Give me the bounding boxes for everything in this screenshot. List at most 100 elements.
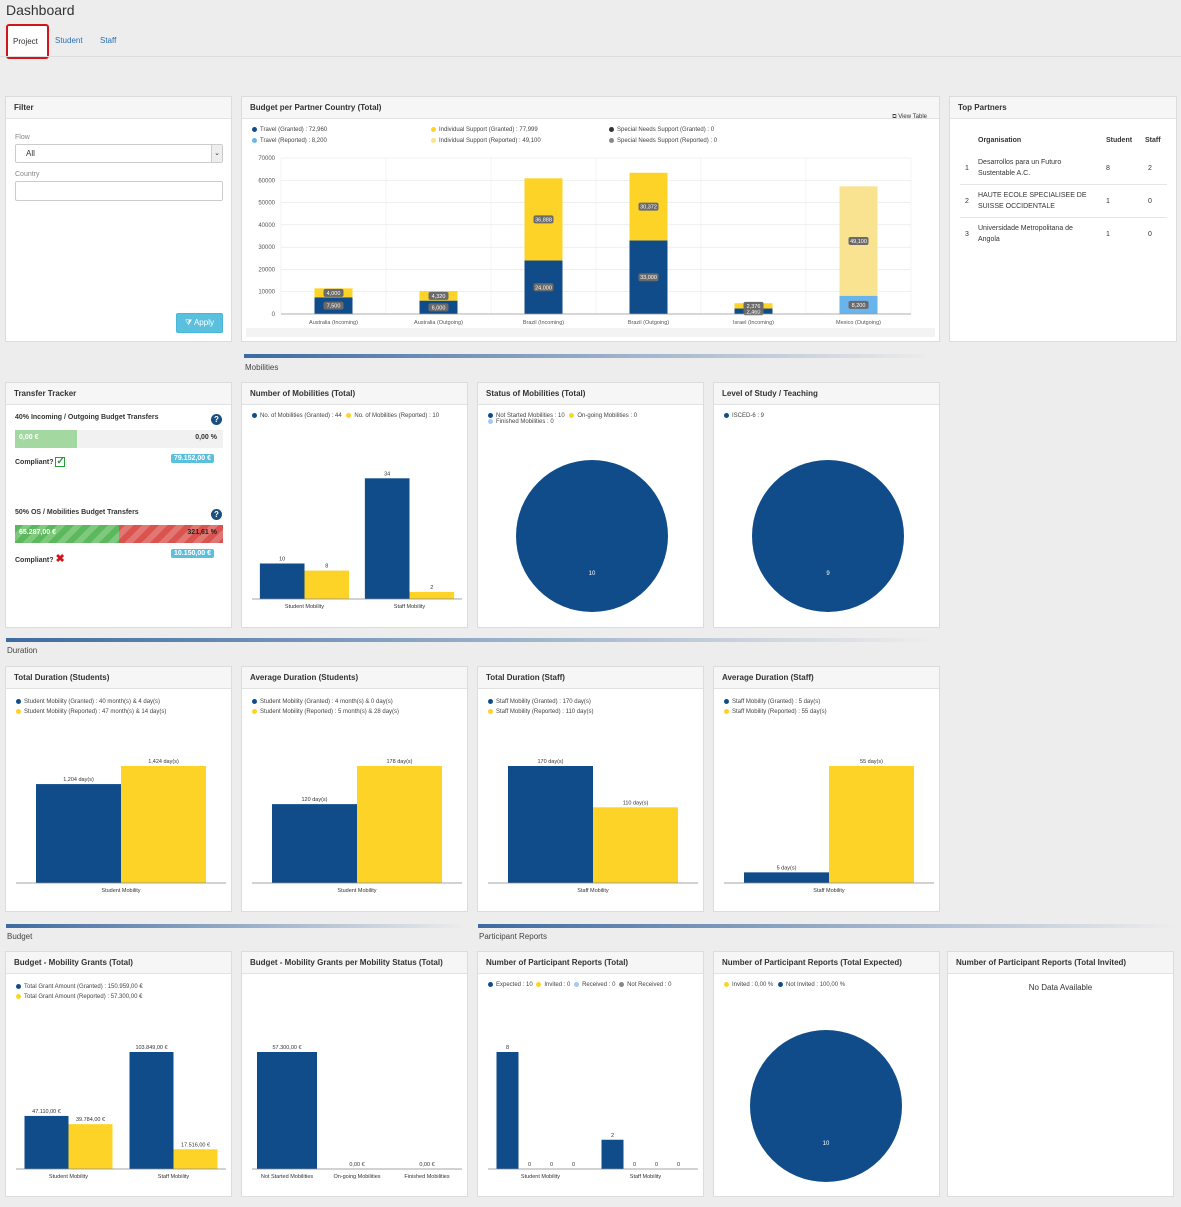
data-label: 24,000 [535,285,552,291]
y-tick-label: 70000 [258,156,275,162]
legend-dot [16,708,21,714]
data-label: 4,000 [327,291,341,297]
legend-dot [724,708,729,714]
y-tick-label: 20000 [258,267,275,273]
row-organisation: Universidade Metropolitana de Angola [978,225,1073,243]
bar-value-label: 39.784,00 € [76,1117,105,1123]
y-tick-label: 10000 [258,290,275,296]
level-pie: 9 [752,460,904,612]
dur-students-title: Total Duration (Students) [6,667,231,689]
dur-staff-legend: Staff Mobility (Granted) : 170 day(s) Sta… [488,697,594,717]
flow-select-value: All [26,149,35,158]
compliant-label: Compliant? [15,459,54,466]
legend-dot [778,982,784,987]
help-icon[interactable]: ? [211,414,222,425]
mob-status-pie: 10 [516,460,668,612]
tab-staff[interactable]: Staff [100,36,117,45]
bar[interactable] [259,563,305,600]
legend-ind-reported: Individual Support (Reported) : 49,100 [431,138,541,144]
x-tick-label: Not Started Mobilities [261,1174,314,1180]
pr-expected-legend: Invited : 0,00 % Not Invited : 100,00 % [724,982,845,988]
bar[interactable] [121,766,206,883]
pr-invited-title: Number of Participant Reports (Total Inv… [948,952,1173,974]
grants-status-chart: 57.300,00 € Not Started Mobilities 0,00 € O… [252,1045,462,1180]
horizontal-scrollbar[interactable] [246,328,935,337]
bar-value-label: 57.300,00 € [272,1045,301,1051]
country-input[interactable] [15,181,223,201]
mobilities-divider [244,354,934,358]
transfer-2-left: 65.287,00 € [19,529,56,536]
mob-status-legend: Not Started Mobilities : 10 On-going Mob… [488,413,637,425]
bar[interactable] [257,1052,317,1169]
data-label-bg [323,288,344,297]
x-tick-label: Staff Mobility [813,888,845,894]
x-tick-label: Australia (Outgoing) [414,320,463,326]
pie-slice[interactable] [750,1030,902,1182]
pie-slice[interactable] [752,460,904,612]
pie-slice[interactable] [516,460,668,612]
bar[interactable] [36,784,121,883]
data-label-bg [743,301,764,310]
bar-value-label: 34 [384,471,390,477]
legend-dot [16,698,21,704]
budget-country-chart: 70000 60000 50000 40000 30000 20000 10000 0 Aust… [246,156,935,337]
tab-student[interactable]: Student [55,36,83,45]
legend-dot [569,413,575,418]
bar[interactable] [272,804,357,883]
help-icon[interactable]: ? [211,509,222,520]
x-tick-label: Student Mobility [49,1174,88,1180]
bar[interactable] [68,1124,113,1169]
legend-dot [724,413,729,418]
mob-total-panel: Number of Mobilities (Total) No. of Mobi… [241,382,468,628]
bar[interactable] [304,570,350,599]
legend-dot [16,983,21,989]
bar-value-label: 47.110,00 € [32,1109,61,1115]
grants-total-legend: Total Grant Amount (Granted) : 150.959,0… [16,982,143,1002]
transfer-1-left: 0,00 € [19,434,39,441]
flow-select[interactable]: All ⌄ [15,144,223,163]
mob-status-title: Status of Mobilities (Total) [478,383,703,405]
avg-staff-title: Average Duration (Staff) [714,667,939,689]
legend-dot [252,708,257,714]
legend-text: Staff Mobility (Granted) : 170 day(s) [496,699,591,705]
bar[interactable] [24,1115,69,1169]
x-tick-label: Student Mobility [521,1174,560,1180]
x-tick-label: Staff Mobility [394,604,426,610]
mob-status-panel: Status of Mobilities (Total) Not Started… [477,382,704,628]
legend-dot [252,413,257,418]
apply-button[interactable]: ⧩ Apply [176,313,223,333]
x-tick-label: Brazil (Incoming) [523,320,564,326]
bar[interactable] [129,1052,174,1169]
legend-dot [609,138,614,143]
data-label-bg [848,300,869,309]
tab-project[interactable]: Project [6,24,49,59]
legend-travel-reported: Travel (Reported) : 8,200 [252,138,327,144]
bar[interactable] [508,766,593,883]
grants-total-chart: 47.110,00 € 39.784,00 € Student Mobility 10… [16,1045,226,1180]
bar[interactable] [593,807,678,883]
pr-expected-title: Number of Participant Reports (Total Exp… [714,952,939,974]
data-label: 36,888 [535,217,552,223]
view-table-link[interactable]: ⧉ View Table [892,114,927,121]
bar[interactable] [357,766,442,883]
bar[interactable] [744,872,829,883]
avg-staff-panel: Average Duration (Staff) Staff Mobility … [713,666,940,912]
bar[interactable] [173,1149,218,1169]
data-label: 49,100 [850,239,867,245]
bar[interactable] [601,1139,624,1169]
pr-expected-panel: Number of Participant Reports (Total Exp… [713,951,940,1197]
legend-dot [574,982,580,987]
bar-value-label: 55 day(s) [860,759,883,765]
bar[interactable] [364,478,410,599]
section-participant: Participant Reports [479,932,548,941]
participant-divider [478,924,1176,928]
bar[interactable] [496,1052,519,1169]
section-duration: Duration [7,646,38,655]
legend-dot [619,982,625,987]
transfer-1-badge: 79.152,00 € [171,454,214,463]
bar[interactable] [409,591,455,599]
bar[interactable] [829,766,914,883]
mob-total-legend: No. of Mobilities (Granted) : 44 No. of … [252,413,439,419]
legend-text: Special Needs Support (Reported) : 0 [617,138,718,145]
data-label-bg [638,202,659,211]
